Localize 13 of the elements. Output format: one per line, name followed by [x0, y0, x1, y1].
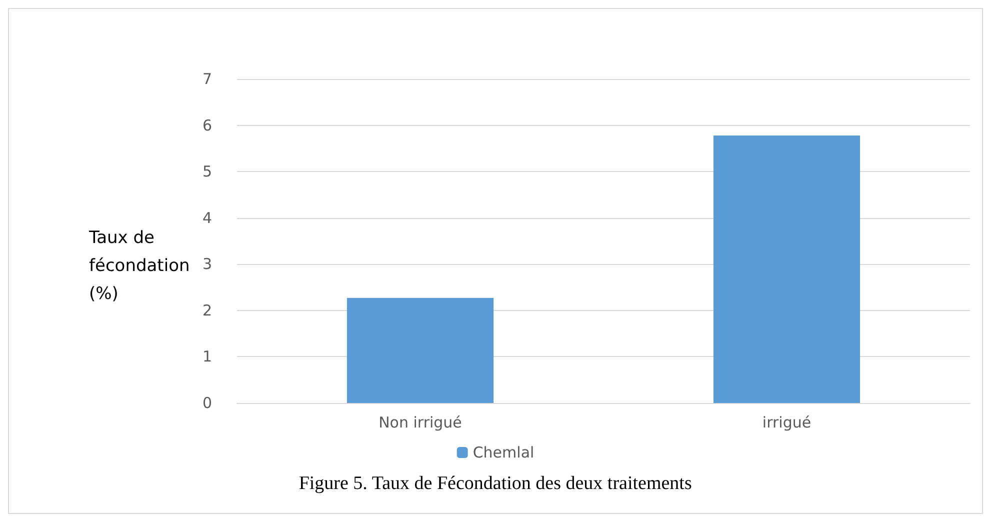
y-tick-label: 4: [202, 208, 212, 227]
y-tick-label: 1: [202, 348, 212, 366]
caption: Figure 5. Taux de Fécondation des deux traitements: [298, 473, 692, 494]
legend-label: Chemlal: [472, 444, 534, 462]
y-tick-label: 7: [202, 70, 212, 88]
y-tick-label: 2: [202, 301, 212, 320]
x-tick-label: irrigué: [762, 414, 812, 432]
x-tick-label: Non irrigué: [378, 414, 462, 432]
y-axis-title: Taux de fécondation (%): [88, 228, 190, 304]
y-tick-label: 0: [202, 394, 212, 412]
y-tick-label: 3: [202, 255, 212, 274]
y-tick-label: 5: [202, 162, 212, 181]
y-tick-label: 6: [202, 116, 212, 134]
